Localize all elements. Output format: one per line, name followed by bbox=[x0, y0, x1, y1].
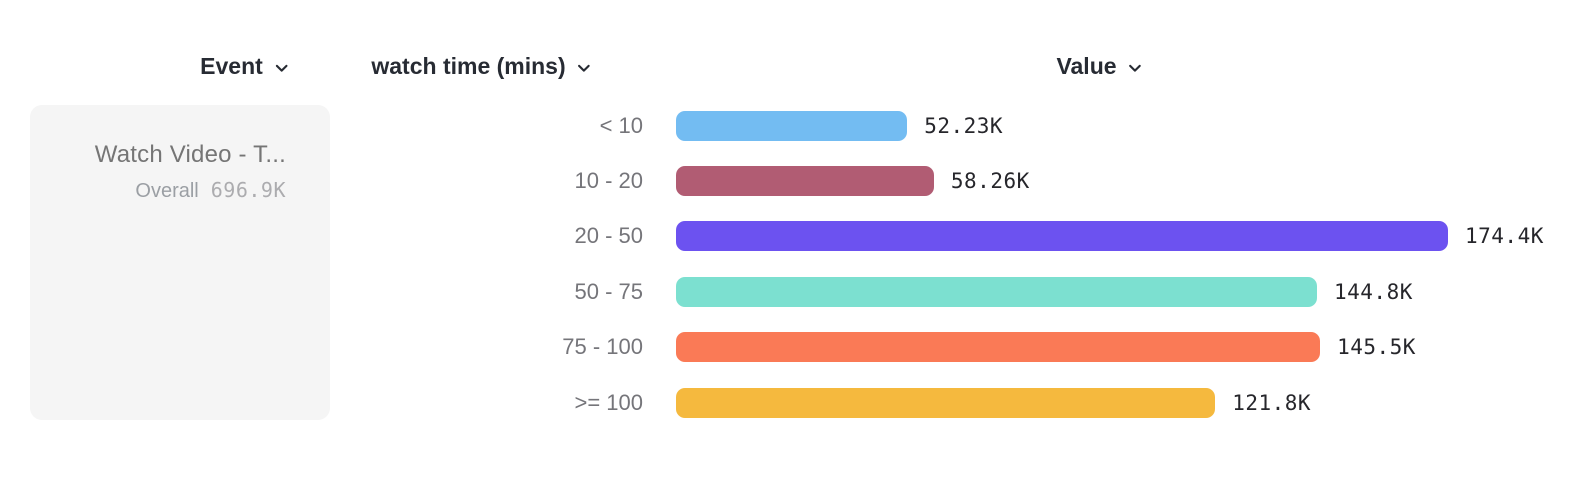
column-header-watch-time[interactable]: watch time (mins) bbox=[371, 53, 592, 80]
value-label: 174.4K bbox=[1465, 224, 1544, 249]
value-label: 145.5K bbox=[1337, 335, 1416, 360]
bar-segment[interactable] bbox=[676, 221, 1448, 252]
event-card[interactable]: Watch Video - T... Overall 696.9K bbox=[30, 105, 330, 420]
bar-segment[interactable] bbox=[676, 110, 908, 141]
bar-row: 75 - 100 145.5K bbox=[0, 320, 1584, 375]
value-label: 144.8K bbox=[1334, 279, 1413, 304]
bar-row: < 10 52.23K bbox=[0, 98, 1584, 153]
category-label: 50 - 75 bbox=[574, 278, 644, 304]
chevron-down-icon bbox=[275, 64, 288, 72]
overall-value: 696.9K bbox=[210, 178, 286, 202]
bar-segment[interactable] bbox=[676, 387, 1216, 418]
bar-row: >= 100 121.8K bbox=[0, 375, 1584, 430]
chevron-down-icon bbox=[1129, 64, 1141, 72]
category-label: < 10 bbox=[599, 112, 643, 138]
column-header-event[interactable]: Event bbox=[200, 53, 290, 80]
value-label: 52.23K bbox=[924, 113, 1004, 138]
category-label: >= 100 bbox=[574, 389, 643, 415]
category-label: 10 - 20 bbox=[574, 168, 644, 194]
bar-segment[interactable] bbox=[676, 332, 1321, 363]
chevron-down-icon bbox=[578, 64, 590, 72]
bar-row: 50 - 75 144.8K bbox=[0, 264, 1584, 319]
value-label: 121.8K bbox=[1232, 390, 1312, 415]
bar-row: 20 - 50 174.4K bbox=[0, 209, 1584, 264]
column-header-watch-time-label: watch time (mins) bbox=[371, 53, 566, 79]
column-header-event-label: Event bbox=[200, 53, 263, 79]
bar-row: 10 - 20 58.26K bbox=[0, 153, 1584, 208]
bar-segment[interactable] bbox=[676, 166, 934, 197]
event-overall-row: Overall 696.9K bbox=[30, 178, 286, 203]
category-label: 20 - 50 bbox=[574, 223, 644, 249]
event-name: Watch Video - T... bbox=[94, 141, 286, 168]
horizontal-bar-chart: < 10 52.23K 10 - 20 58.26K 20 - 50 174.4K 50 -… bbox=[0, 98, 1584, 430]
bar-segment[interactable] bbox=[676, 276, 1317, 307]
overall-label: Overall bbox=[135, 180, 199, 202]
category-label: 75 - 100 bbox=[562, 334, 643, 360]
column-header-value[interactable]: Value bbox=[1056, 53, 1143, 80]
value-label: 58.26K bbox=[950, 169, 1030, 194]
column-header-value-label: Value bbox=[1056, 53, 1117, 79]
